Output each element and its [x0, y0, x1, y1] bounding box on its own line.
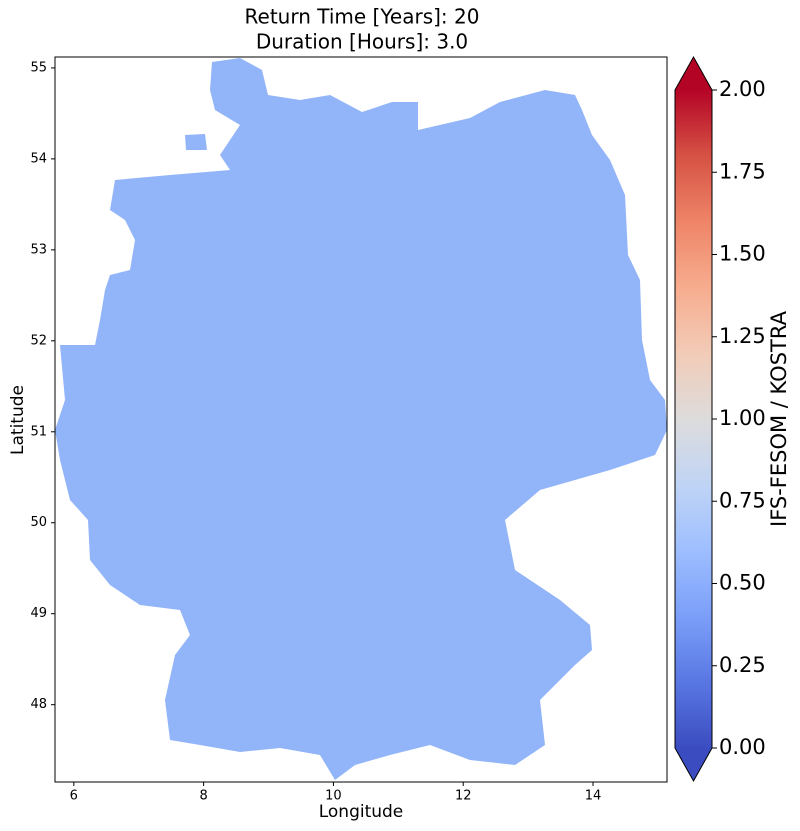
- chart-title: Return Time [Years]: 20: [245, 5, 480, 29]
- y-tick-label: 50: [30, 515, 47, 530]
- y-tick-label: 54: [30, 151, 47, 166]
- x-tick-label: 10: [325, 789, 342, 804]
- y-tick-label: 49: [30, 606, 47, 621]
- colorbar-tick-label: 0.50: [719, 571, 766, 595]
- colorbar-tick-label: 0.00: [719, 735, 766, 759]
- colorbar-tick-label: 1.00: [719, 406, 766, 430]
- chart-subtitle: Duration [Hours]: 3.0: [256, 30, 468, 54]
- plot-frame: [54, 56, 668, 783]
- y-tick-label: 48: [30, 697, 47, 712]
- colorbar-tick-label: 1.25: [719, 324, 766, 348]
- x-axis-label: Longitude: [319, 802, 404, 822]
- colorbar: [675, 90, 712, 748]
- colorbar-tick-label: 0.25: [719, 653, 766, 677]
- y-tick-label: 55: [30, 60, 47, 75]
- y-axis-label: Latitude: [8, 385, 28, 455]
- colorbar-tick-label: 1.50: [719, 242, 766, 266]
- colorbar-label: IFS-FESOM / KOSTRA: [767, 310, 791, 527]
- colorbar-extend-min: [675, 748, 712, 781]
- x-tick-label: 8: [199, 789, 207, 804]
- y-tick-label: 51: [30, 424, 47, 439]
- x-tick-label: 14: [585, 789, 602, 804]
- colorbar-tick-label: 2.00: [719, 77, 766, 101]
- colorbar-tick-label: 0.75: [719, 488, 766, 512]
- x-tick-label: 12: [455, 789, 472, 804]
- y-tick-label: 53: [30, 242, 47, 257]
- colorbar-tick-label: 1.75: [719, 159, 766, 183]
- x-tick-label: 6: [70, 789, 78, 804]
- y-tick-label: 52: [30, 333, 47, 348]
- colorbar-extend-max: [675, 57, 712, 90]
- map-region: [55, 58, 667, 780]
